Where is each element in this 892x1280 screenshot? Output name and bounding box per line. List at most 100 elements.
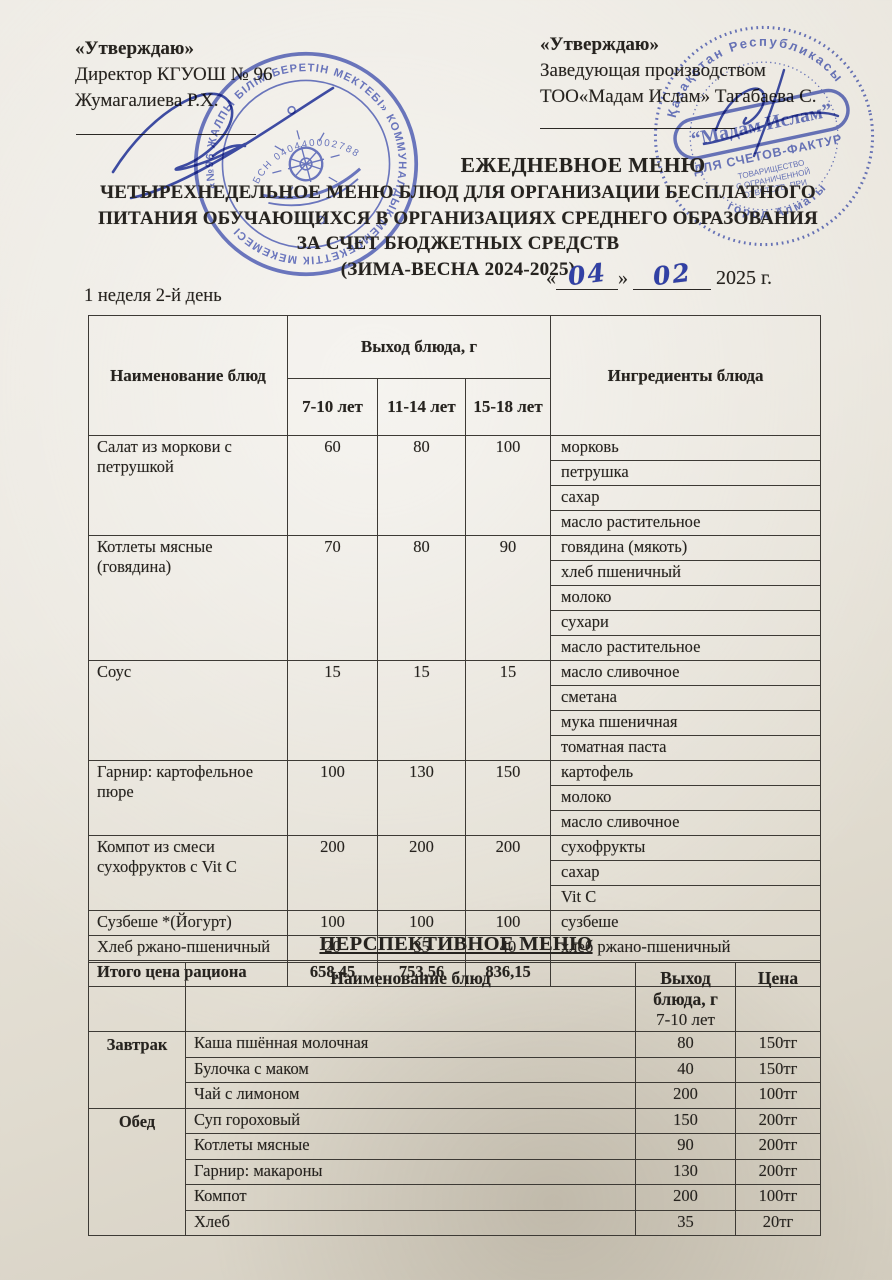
subtitle-line: ПИТАНИЯ ОБУЧАЮЩИХСЯ В ОРГАНИЗАЦИЯХ СРЕДН… (98, 207, 818, 229)
portion-cell: 90 (464, 535, 552, 661)
approval-line: Жумагалиева Р.Х. (75, 90, 219, 111)
menu-row: Завтрак Каша пшённая молочная 80 150тг (88, 1031, 821, 1109)
ingredient-row: молоко (89, 785, 822, 811)
week-label: 1 неделя 2-й день (84, 286, 222, 306)
ingredient-cell: хлеб пшеничный (550, 560, 822, 586)
stamp-stadium (673, 88, 850, 160)
price-cell: 150тг (735, 1056, 821, 1083)
portion-cell: 200 (464, 835, 552, 911)
column-header-output: Выход блюда, г 7-10 лет (635, 962, 736, 1032)
portion-cell: 200 (287, 835, 378, 911)
dish-cell: Котлеты мясные (185, 1133, 636, 1160)
portion-cell: 60 (287, 435, 378, 536)
stamp-inner-ring (221, 79, 391, 249)
portion-cell: 80 (377, 435, 466, 536)
output-cell: 200 (635, 1184, 736, 1211)
ingredient-cell: сахар (550, 485, 822, 511)
subtitle-line: (ЗИМА-ВЕСНА 2024-2025) (340, 258, 576, 280)
portion-cell: 100 (464, 910, 552, 936)
dish-row: Сузбеше *(Йогурт) 100 100 100 сузбеше (88, 910, 822, 936)
dish-row: Гарнир: картофельное пюре 100 130 150 ка… (88, 760, 822, 836)
dish-cell: Хлеб (185, 1209, 636, 1236)
portion-cell: 70 (287, 535, 378, 661)
dish-row: Котлеты мясные (говядина) 70 80 90 говяд… (88, 535, 822, 661)
column-header-age-7-10: 7-10 лет (287, 378, 378, 436)
dish-row: Салат из моркови с петрушкой 60 80 100 м… (88, 435, 822, 536)
ingredient-cell: Vit C (550, 885, 822, 911)
approval-line: Директор КГУОШ № 96 (75, 64, 273, 85)
page-title: ЕЖЕДНЕВНОЕ МЕНЮ (460, 153, 706, 177)
dish-cell: Гарнир: макароны (185, 1158, 636, 1185)
portion-cell: 100 (287, 910, 378, 936)
approval-title: «Утверждаю» (75, 38, 194, 59)
dish-cell: Чай с лимоном (185, 1082, 636, 1109)
portion-cell: 15 (287, 660, 378, 761)
column-header-dish-name: Наименование блюд (88, 315, 288, 436)
ingredient-row: томатная паста (89, 735, 822, 761)
approval-title: «Утверждаю» (540, 34, 659, 55)
portion-cell: 100 (464, 435, 552, 536)
ingredient-cell: морковь (550, 435, 822, 461)
signature-line-left (76, 134, 256, 135)
dish-row: Компот из смеси сухофруктов с Vit C 200 … (88, 835, 822, 911)
ingredient-cell: хлеб ржано-пшеничный (550, 935, 822, 961)
signature-right (702, 68, 840, 158)
column-header-price: Цена (735, 962, 821, 1032)
dish-cell: Каша пшённая молочная (185, 1031, 636, 1058)
ingredient-cell: картофель (550, 760, 822, 786)
title-block: ЕЖЕДНЕВНОЕ МЕНЮ ЧЕТЫРЕХНЕДЕЛЬНОЕ МЕНЮ БЛ… (0, 150, 892, 282)
dish-name-cell: Гарнир: картофельное пюре (88, 760, 288, 836)
portion-cell: 80 (377, 535, 466, 661)
ingredient-cell: петрушка (550, 460, 822, 486)
ingredient-cell: томатная паста (550, 735, 822, 761)
ingredient-cell: молоко (550, 785, 822, 811)
ingredient-cell: сузбеше (550, 910, 822, 936)
ingredient-row: сахар (89, 860, 822, 886)
menu-row: Компот 200 100тг (89, 1184, 821, 1211)
ingredient-row: хлеб пшеничный (89, 560, 822, 586)
price-cell: 200тг (735, 1133, 821, 1160)
dish-cell: Суп гороховый (185, 1107, 636, 1134)
ingredient-cell: масло сливочное (550, 660, 822, 686)
approval-block-left: «Утверждаю» Директор КГУОШ № 96 Жумагали… (75, 36, 273, 114)
meal-label-cell: Завтрак (88, 1031, 186, 1109)
menu-row: Булочка с маком 40 150тг (89, 1056, 821, 1083)
date-year: 2025 г. (716, 267, 772, 289)
portion-cell: 20 (287, 935, 378, 961)
ingredient-cell: говядина (мякоть) (550, 535, 822, 561)
portion-cell: 100 (287, 760, 378, 836)
dish-name-cell: Сузбеше *(Йогурт) (88, 910, 288, 936)
price-cell: 200тг (735, 1107, 821, 1134)
column-header-age-11-14: 11-14 лет (377, 378, 466, 436)
column-header-output-group: Выход блюда, г (286, 315, 552, 379)
portion-cell: 15 (464, 660, 552, 761)
perspective-menu-title: ПЕРСПЕКТИВНОЕ МЕНЮ (319, 933, 593, 955)
column-header-ingredients: Ингредиенты блюда (550, 315, 822, 436)
dish-row: Соус 15 15 15 масло сливочное (88, 660, 822, 761)
menu-row: Гарнир: макароны 130 200тг (89, 1158, 821, 1185)
portion-cell: 150 (464, 760, 552, 836)
column-header-dish-name: Наименование блюд (185, 962, 636, 1032)
stamp-outer-ring (193, 51, 419, 277)
company-stamp: Қазақстан Республикасы город Алматы “Мад… (651, 22, 875, 247)
ingredient-cell: масло растительное (550, 635, 822, 661)
ingredient-row: петрушка (89, 460, 822, 486)
dish-row: Хлеб ржано-пшеничный 20 35 40 хлеб ржано… (88, 935, 822, 961)
signature-left (111, 86, 335, 200)
price-cell: 20тг (735, 1209, 821, 1236)
dish-name-cell: Компот из смеси сухофруктов с Vit C (88, 835, 288, 911)
ingredient-cell: сухари (550, 610, 822, 636)
perspective-menu-table: Наименование блюд Выход блюда, г 7-10 ле… (88, 962, 821, 1236)
dish-name-cell: Соус (88, 660, 288, 761)
output-cell: 90 (635, 1133, 736, 1160)
menu-row: Чай с лимоном 200 100тг (89, 1082, 821, 1109)
signature-line-right (540, 128, 735, 129)
portion-cell: 40 (464, 935, 552, 961)
menu-row: Хлеб 35 20тг (89, 1209, 821, 1236)
portion-cell: 200 (377, 835, 466, 911)
ingredient-cell: молоко (550, 585, 822, 611)
price-cell: 100тг (735, 1082, 821, 1109)
price-cell: 200тг (735, 1158, 821, 1185)
portion-cell: 100 (377, 910, 466, 936)
price-cell: 100тг (735, 1184, 821, 1211)
